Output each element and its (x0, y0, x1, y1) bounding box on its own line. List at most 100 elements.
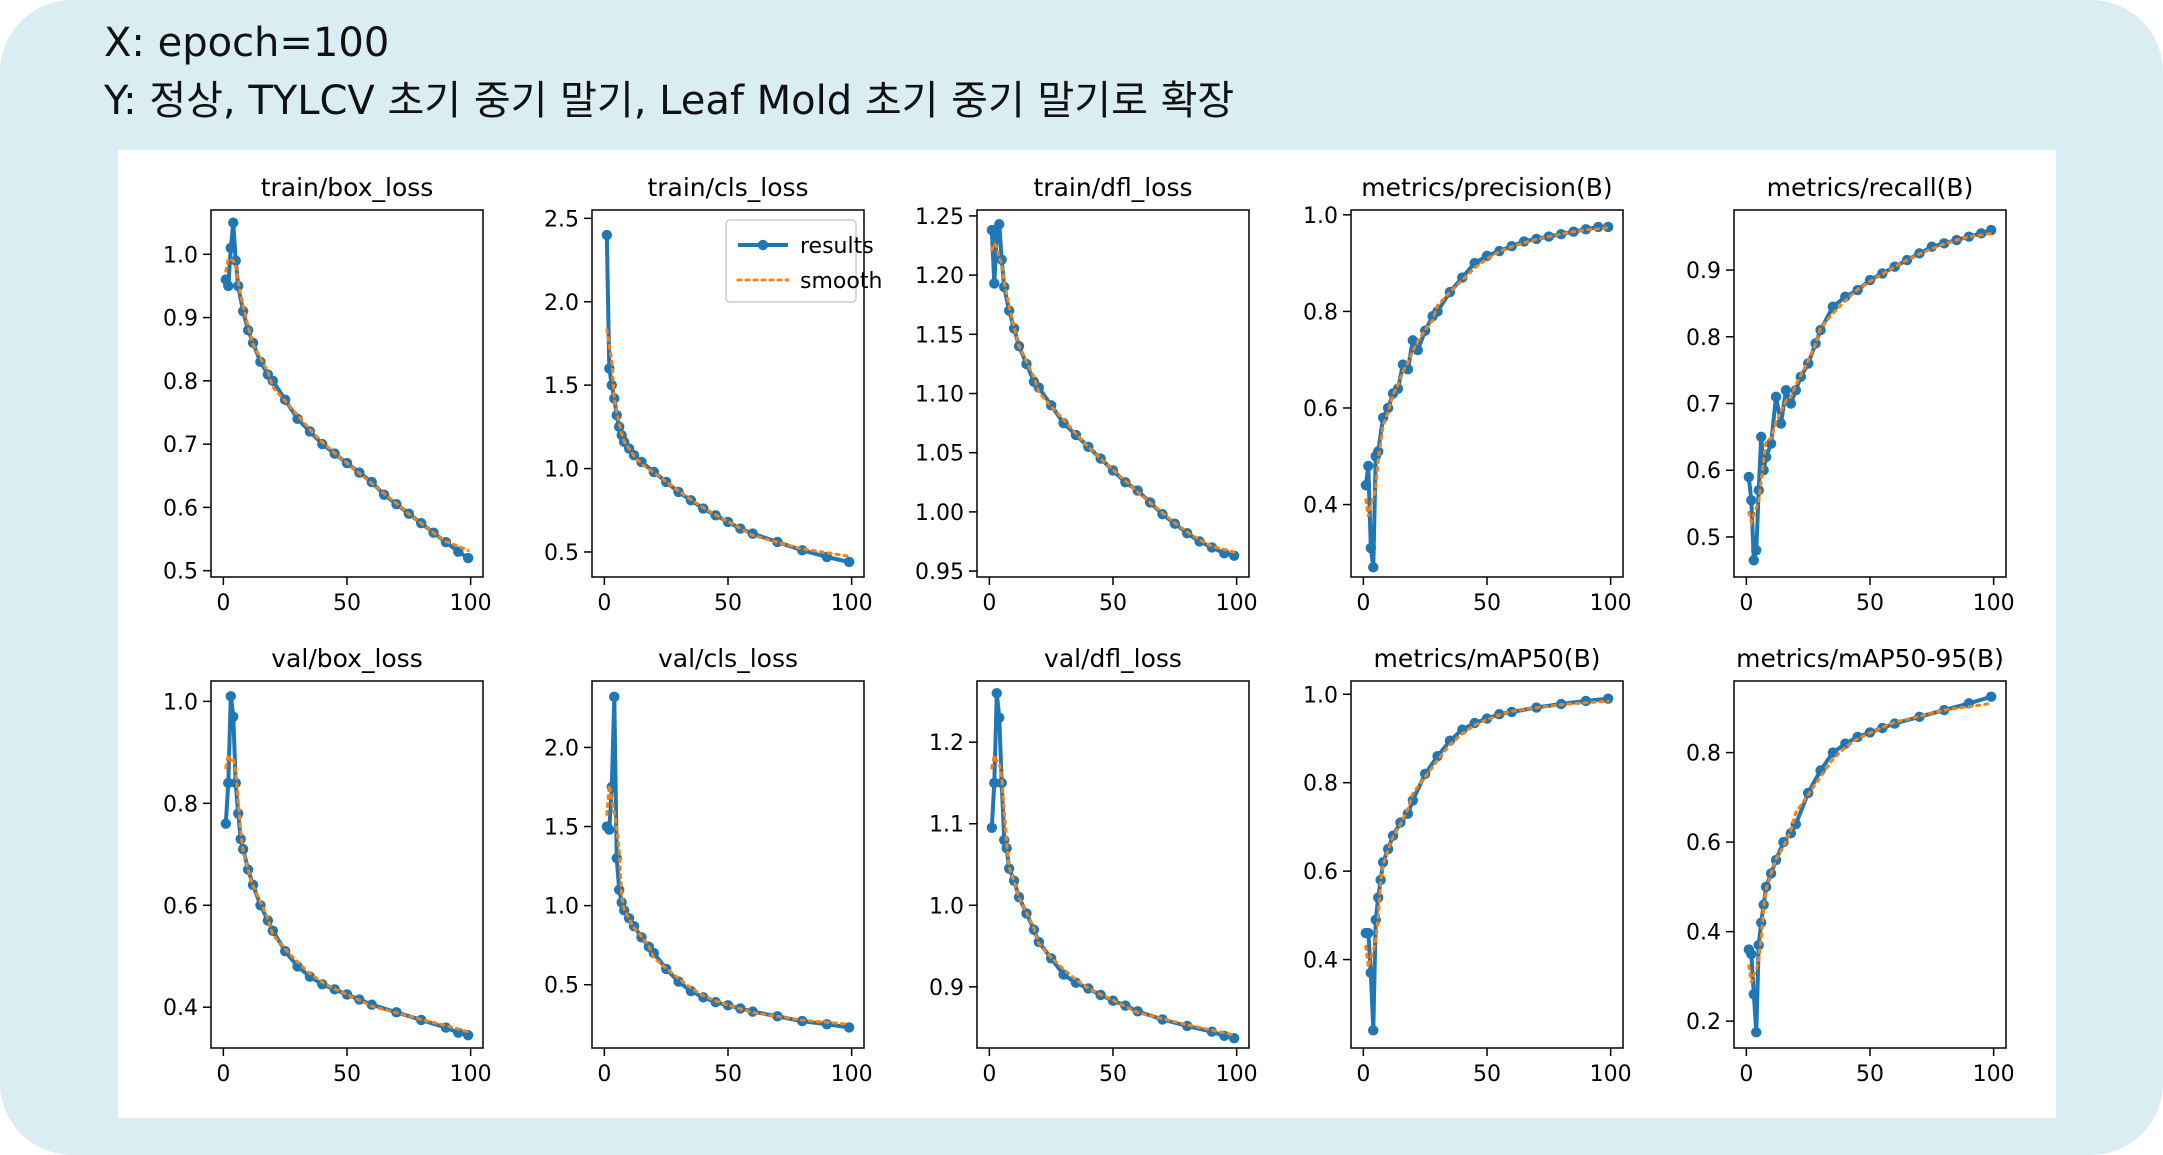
results-point (1963, 231, 1975, 242)
y-tick-label: 0.5 (163, 560, 198, 585)
y-tick-label: 1.0 (929, 894, 964, 919)
y-tick-label: 0.4 (163, 996, 198, 1021)
y-axis-caption: Y: 정상, TYLCV 초기 중기 말기, Leaf Mold 초기 중기 말… (104, 78, 1235, 124)
plot-frame (591, 209, 865, 578)
smooth-line (1364, 699, 1610, 968)
x-tick-label: 50 (714, 1062, 742, 1087)
x-tick-label: 100 (1216, 1062, 1258, 1087)
x-tick-label: 50 (333, 1062, 361, 1087)
results-point (1751, 1027, 1762, 1038)
chart-title: metrics/mAP50-95(B) (1736, 644, 2004, 673)
x-tick-label: 100 (1973, 1062, 2015, 1087)
x-tick-label: 0 (597, 1062, 611, 1087)
results-point (1457, 272, 1468, 283)
results-point (994, 219, 1005, 230)
results-point (1368, 562, 1379, 573)
chart-title: val/dfl_loss (1044, 644, 1182, 673)
y-tick-label: 0.8 (1686, 742, 1721, 767)
results-point (609, 691, 620, 703)
chart-metrics-map50-95-b: metrics/mAP50-95(B) 0.2 0.4 0.6 0.8 0 50 100 (1686, 644, 2015, 1087)
x-tick-label: 50 (1856, 591, 1884, 616)
results-point (292, 961, 303, 972)
legend-box (725, 219, 857, 303)
results-point (698, 992, 709, 1003)
y-tick-label: 1.5 (544, 374, 579, 399)
y-tick-label: 0.6 (163, 496, 198, 521)
y-tick-label: 1.10 (915, 383, 964, 408)
y-tick-label: 1.2 (929, 731, 964, 756)
x-tick-label: 0 (1356, 1062, 1370, 1087)
results-point (255, 356, 266, 368)
smooth-line (605, 784, 851, 1026)
x-tick-label: 0 (1739, 1062, 1753, 1087)
results-point (1206, 1026, 1218, 1037)
results-point (1363, 927, 1374, 939)
chart-title: metrics/mAP50(B) (1374, 644, 1601, 673)
results-point (228, 711, 239, 722)
results-point (225, 242, 236, 254)
x-tick-label: 0 (1356, 591, 1370, 616)
x-tick-label: 0 (216, 1062, 230, 1087)
y-tick-label: 1.15 (915, 323, 964, 348)
chart-val-dfl-loss: val/dfl_loss 0.9 1.0 1.1 1.2 0 50 100 (929, 644, 1258, 1087)
results-point (1580, 695, 1592, 707)
y-tick-label: 0.8 (163, 370, 198, 395)
x-tick-label: 100 (1973, 591, 2015, 616)
results-point (673, 976, 684, 987)
results-point (1368, 1025, 1379, 1036)
chart-title: train/dfl_loss (1033, 173, 1192, 202)
results-line (223, 694, 469, 1038)
y-tick-label: 1.1 (929, 813, 964, 838)
y-tick-label: 0.8 (163, 792, 198, 817)
plot-frame (1733, 680, 2007, 1049)
x-tick-label: 50 (1856, 1062, 1884, 1087)
y-tick-label: 1.0 (163, 243, 198, 268)
x-tick-label: 0 (1739, 591, 1753, 616)
y-tick-label: 1.20 (915, 264, 964, 289)
smooth-line (990, 750, 1236, 1037)
results-point (225, 691, 236, 702)
x-tick-label: 100 (450, 1062, 492, 1087)
y-tick-label: 1.05 (915, 442, 964, 467)
results-point (604, 824, 615, 835)
plot-frame (1350, 680, 1624, 1049)
results-point (1780, 384, 1792, 396)
x-tick-label: 50 (1473, 1062, 1501, 1087)
results-point (1976, 228, 1987, 239)
x-tick-label: 0 (597, 591, 611, 616)
results-point (1746, 495, 1757, 506)
legend-smooth-label: smooth (800, 269, 882, 294)
x-tick-label: 50 (333, 591, 361, 616)
smooth-line (1364, 226, 1610, 517)
legend-results-marker (757, 239, 769, 251)
results-point (230, 255, 241, 266)
results-line (223, 220, 470, 560)
y-tick-label: 0.9 (1686, 259, 1721, 284)
x-tick-label: 100 (1590, 591, 1632, 616)
results-line (989, 222, 1235, 558)
results-point (1985, 691, 1997, 702)
results-point (453, 546, 464, 557)
results-point (1748, 555, 1759, 566)
y-tick-label: 2.0 (544, 291, 579, 316)
results-point (991, 230, 1002, 242)
y-tick-label: 0.9 (929, 976, 964, 1001)
results-point (1365, 967, 1376, 979)
results-point (994, 712, 1005, 723)
y-tick-label: 0.7 (1686, 393, 1721, 418)
x-tick-label: 50 (714, 591, 742, 616)
y-tick-label: 0.6 (163, 894, 198, 919)
results-line (1747, 694, 1992, 1035)
chart-metrics-precision-b: metrics/precision(B) 0.4 0.6 0.8 1.0 0 50 100 (1303, 173, 1632, 616)
y-tick-label: 0.4 (1303, 494, 1338, 519)
plot-frame (591, 680, 865, 1049)
y-tick-label: 0.95 (915, 560, 964, 585)
results-point (1555, 228, 1567, 240)
chart-title: train/cls_loss (647, 173, 808, 202)
chart-train-box-loss: train/box_loss 0.5 0.6 0.7 0.8 0.9 1.0 0 50 100 (163, 173, 492, 616)
results-point (1602, 221, 1614, 233)
results-point (1580, 224, 1592, 235)
chart-metrics-map50-b: metrics/mAP50(B) 0.4 0.6 0.8 1.0 0 50 100 (1303, 644, 1632, 1087)
y-tick-label: 0.6 (1686, 459, 1721, 484)
